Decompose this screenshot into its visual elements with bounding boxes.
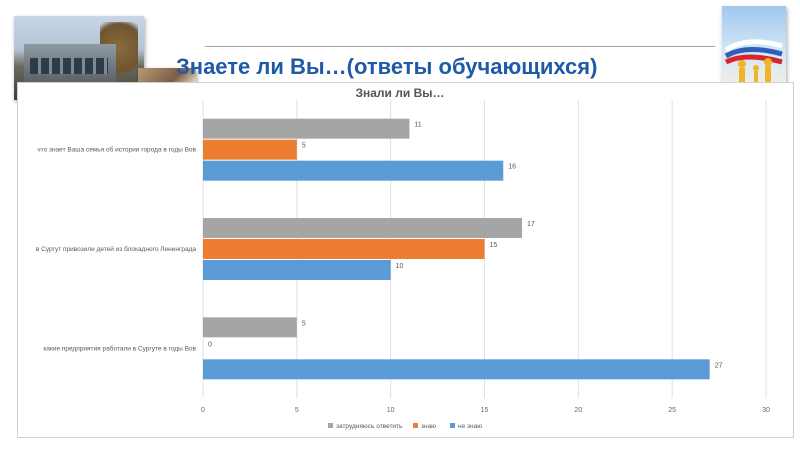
x-tick-label: 5 <box>295 407 299 414</box>
data-label: 16 <box>508 164 516 171</box>
x-tick-label: 10 <box>387 407 395 414</box>
bar <box>203 118 410 139</box>
x-tick-label: 0 <box>201 407 205 414</box>
x-tick-label: 25 <box>668 407 676 414</box>
x-tick-label: 30 <box>762 407 770 414</box>
data-label: 17 <box>527 221 535 228</box>
chart-title: Знали ли Вы… <box>355 86 445 100</box>
family-logo <box>722 6 786 90</box>
data-label: 10 <box>396 263 404 270</box>
legend-label: не знаю <box>458 423 482 430</box>
legend-swatch <box>450 423 455 428</box>
x-tick-label: 20 <box>574 407 582 414</box>
legend-label: знаю <box>421 423 436 430</box>
legend-swatch <box>328 423 333 428</box>
data-label: 15 <box>490 242 498 249</box>
category-label: что знает Ваша семья об истории города в… <box>37 146 196 154</box>
page-title: Знаете ли Вы…(ответы обучающихся) <box>176 54 598 79</box>
data-label: 5 <box>302 143 306 150</box>
bar <box>203 160 504 181</box>
bar <box>203 218 523 238</box>
data-label: 27 <box>715 362 723 369</box>
bar <box>203 260 391 280</box>
x-tick-label: 15 <box>481 407 489 414</box>
legend-label: затрудняюсь ответить <box>336 423 403 430</box>
family-logo-icon <box>724 39 783 84</box>
data-label: 0 <box>208 341 212 348</box>
bar <box>203 359 710 380</box>
legend-swatch <box>413 423 418 428</box>
data-label: 11 <box>414 122 421 129</box>
bar <box>203 239 485 259</box>
bar <box>203 139 297 160</box>
data-label: 5 <box>302 320 306 327</box>
category-label: в Сургут привозили детей из блокадного Л… <box>36 245 196 253</box>
category-label: какие предприятия работали в Сургуте в г… <box>43 344 196 352</box>
header-rule <box>205 46 715 47</box>
building-windows <box>30 58 108 74</box>
bar <box>203 317 297 338</box>
